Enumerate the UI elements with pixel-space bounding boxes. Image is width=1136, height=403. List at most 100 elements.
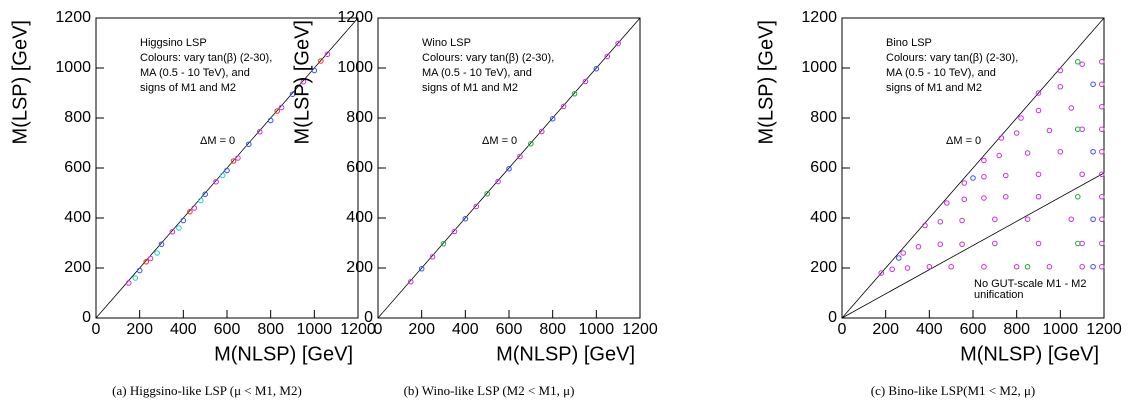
point bbox=[1090, 148, 1096, 155]
point bbox=[1057, 83, 1064, 90]
y-tick-label: 1000 bbox=[801, 59, 837, 76]
point bbox=[1068, 105, 1075, 111]
point bbox=[900, 250, 906, 256]
point bbox=[1099, 126, 1105, 133]
point bbox=[959, 241, 965, 248]
point bbox=[1079, 171, 1085, 178]
point bbox=[230, 158, 237, 164]
point bbox=[440, 240, 447, 247]
point bbox=[926, 263, 933, 270]
point bbox=[981, 157, 987, 164]
reference-line bbox=[377, 17, 641, 319]
y-tick-label: 400 bbox=[64, 209, 91, 226]
point bbox=[506, 165, 512, 172]
y-tick-label: 800 bbox=[810, 109, 837, 126]
point bbox=[571, 90, 578, 97]
point bbox=[538, 128, 545, 135]
point bbox=[473, 203, 480, 210]
point bbox=[948, 263, 954, 270]
point bbox=[198, 197, 204, 204]
point bbox=[495, 178, 501, 185]
panel: 0 200 400 600 800 1000 12000200400600800100012… bbox=[291, 9, 658, 398]
point bbox=[158, 241, 165, 248]
point bbox=[154, 250, 160, 256]
x-tick-label: 1200 bbox=[340, 321, 376, 338]
y-tick-label: 1200 bbox=[801, 9, 837, 26]
y-tick-label: 200 bbox=[810, 259, 837, 276]
point bbox=[1075, 240, 1081, 247]
point bbox=[1002, 193, 1009, 200]
point bbox=[615, 40, 621, 47]
annotation: signs of M1 and M2 bbox=[140, 82, 236, 94]
point bbox=[274, 108, 281, 114]
point bbox=[324, 51, 331, 58]
point bbox=[904, 265, 911, 271]
point bbox=[1035, 107, 1042, 114]
point bbox=[1002, 172, 1009, 179]
point bbox=[169, 228, 176, 235]
point bbox=[961, 196, 968, 203]
point bbox=[407, 278, 414, 285]
x-tick-label: 1200 bbox=[622, 321, 658, 338]
point bbox=[961, 180, 968, 186]
point bbox=[1099, 58, 1105, 65]
y-tick-label: 600 bbox=[346, 159, 373, 176]
point bbox=[318, 58, 324, 64]
annotation: Colours: vary tan(β) (2-30), bbox=[422, 52, 554, 64]
point bbox=[937, 218, 944, 225]
annotation: Bino LSP bbox=[886, 37, 932, 49]
reference-line bbox=[841, 172, 1105, 319]
x-tick-label: 600 bbox=[960, 321, 987, 338]
point bbox=[246, 141, 252, 148]
point bbox=[1035, 171, 1042, 178]
annotation: MA (0.5 - 10 TeV), and bbox=[140, 67, 250, 79]
annotation: Higgsino LSP bbox=[140, 37, 207, 49]
note: No GUT-scale M1 - M2 bbox=[974, 278, 1086, 290]
x-tick-label: 800 bbox=[539, 321, 566, 338]
point bbox=[981, 195, 987, 201]
point bbox=[560, 103, 567, 110]
y-tick-label: 1200 bbox=[337, 9, 373, 26]
point bbox=[517, 153, 523, 160]
point bbox=[944, 200, 950, 206]
point bbox=[915, 243, 922, 250]
annotation: signs of M1 and M2 bbox=[422, 82, 518, 94]
x-tick-label: 200 bbox=[126, 321, 153, 338]
line-label: ΔM = 0 bbox=[946, 135, 981, 147]
x-tick-label: 1000 bbox=[579, 321, 615, 338]
point bbox=[1035, 90, 1042, 96]
point bbox=[1099, 171, 1105, 178]
point bbox=[1013, 130, 1020, 136]
point bbox=[125, 280, 132, 286]
point bbox=[878, 270, 885, 276]
point bbox=[1035, 240, 1042, 247]
x-tick-label: 0 bbox=[838, 321, 847, 338]
point bbox=[1046, 263, 1053, 270]
annotation: Wino LSP bbox=[422, 37, 471, 49]
point bbox=[1057, 148, 1064, 155]
x-tick-label: 200 bbox=[408, 321, 435, 338]
x-tick-label: 1000 bbox=[1043, 321, 1079, 338]
y-tick-label: 200 bbox=[346, 259, 373, 276]
point bbox=[256, 128, 263, 135]
point bbox=[1024, 216, 1031, 223]
x-tick-label: 600 bbox=[214, 321, 241, 338]
y-tick-label: 600 bbox=[810, 159, 837, 176]
point bbox=[996, 152, 1003, 159]
point bbox=[528, 140, 534, 147]
point bbox=[191, 205, 198, 211]
point bbox=[147, 255, 154, 262]
point bbox=[289, 91, 296, 98]
x-tick-label: 200 bbox=[872, 321, 899, 338]
point bbox=[1090, 216, 1096, 223]
x-tick-label: 400 bbox=[170, 321, 197, 338]
point bbox=[1013, 263, 1020, 270]
point bbox=[1075, 193, 1081, 200]
point bbox=[582, 78, 589, 85]
panel: 0 200 400 600 800 1000 12000200400600800100012… bbox=[9, 9, 376, 398]
point bbox=[1075, 126, 1081, 133]
point bbox=[462, 215, 469, 222]
annotation: Colours: vary tan(β) (2-30), bbox=[886, 52, 1018, 64]
caption: (b) Wino-like LSP (M2 < M1, μ) bbox=[404, 383, 575, 398]
